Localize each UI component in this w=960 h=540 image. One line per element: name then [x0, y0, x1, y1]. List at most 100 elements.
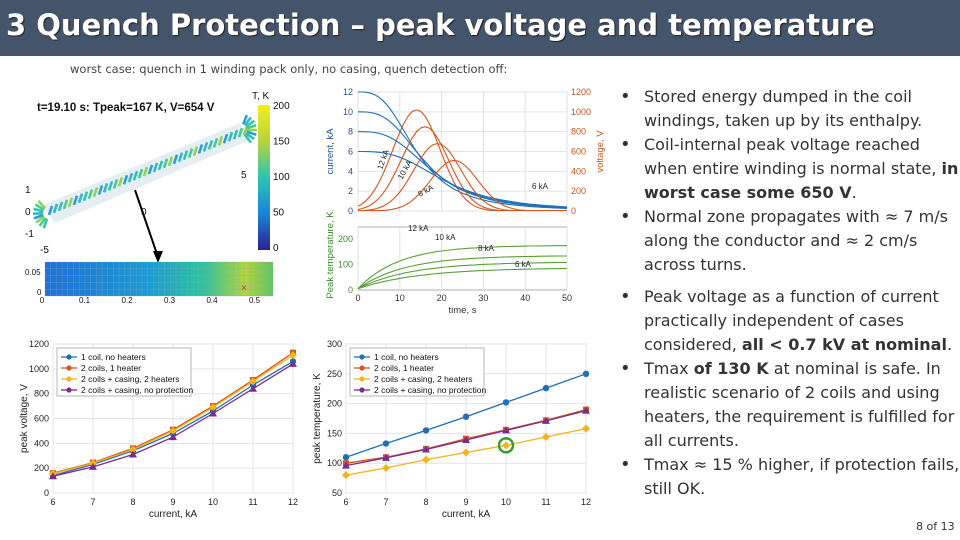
- coil-turn: [232, 129, 239, 140]
- coil-turn: [77, 193, 84, 204]
- coil-turn: [207, 139, 214, 150]
- voltage-tick: 400: [571, 166, 586, 176]
- colorbar-tick: 100: [273, 172, 290, 183]
- bullet-text: Stored energy dumped in the coil winding…: [644, 87, 923, 130]
- data-point: [502, 441, 510, 450]
- legend-marker: [66, 376, 72, 382]
- voltage-tick: 200: [571, 186, 586, 196]
- legend-marker: [359, 376, 365, 382]
- coil-end-turn: [42, 218, 49, 229]
- coil-turn: [242, 125, 249, 136]
- voltage-tick: 1000: [571, 107, 591, 117]
- y-tick: 150: [327, 428, 342, 438]
- bullet-text: Tmax ≈ 15 % higher, if protection fails,…: [644, 455, 960, 498]
- temperature-curve: [357, 245, 568, 290]
- colorbar-tick: 150: [273, 137, 290, 148]
- current-curve: [358, 91, 568, 209]
- x-tick: 11: [541, 497, 550, 507]
- data-point: [209, 409, 217, 417]
- x-tick: 9: [463, 497, 468, 507]
- peak-voltage-chart: 6 7 8 9 10 11 12 0 200 400 600 800 1000 1200 current, …: [19, 339, 298, 520]
- data-point: [342, 454, 350, 461]
- hotspot-marker: ×: [241, 283, 247, 294]
- voltage-axis-label: voltage, V: [595, 130, 606, 173]
- coil-turn: [72, 195, 79, 206]
- coil-x-tick: 5: [241, 170, 247, 181]
- voltage-tick: 1200: [571, 87, 591, 97]
- legend-entry: 2 coils + casing, 2 heaters: [374, 374, 473, 384]
- temp-tick: 0: [348, 285, 353, 295]
- strip-x-tick: 0: [40, 296, 45, 305]
- bullet-text: .: [851, 183, 857, 202]
- coil-turn: [87, 189, 94, 200]
- coil-turn: [127, 172, 134, 183]
- data-point: [542, 384, 550, 392]
- strip-x-tick: 0.5: [249, 296, 261, 305]
- data-point: [382, 463, 390, 472]
- temperature-curve: [357, 267, 568, 290]
- y-tick: 50: [332, 488, 342, 498]
- temp-tick: 100: [338, 260, 353, 270]
- data-point: [422, 455, 430, 464]
- temp-curve-label: 8 kA: [478, 244, 495, 253]
- data-point: [502, 399, 510, 406]
- data-point: [382, 440, 390, 447]
- temperature-curve: [357, 261, 567, 290]
- y-tick: 800: [34, 389, 49, 399]
- coil-turn: [222, 133, 229, 144]
- bullet-text-bold: in worst case some 650 V: [644, 159, 959, 202]
- coil-turn: [192, 146, 199, 156]
- coil-turn: [47, 205, 54, 216]
- coil-turn: [237, 127, 244, 138]
- coil-end-turn: [241, 114, 249, 125]
- time-tick: 10: [395, 293, 405, 303]
- bullet-text: Normal zone propagates with ≈ 7 m/s alon…: [644, 207, 948, 274]
- bullet-text-bold: of 130 K: [693, 359, 769, 378]
- x-tick: 8: [130, 497, 135, 507]
- bullet-text-bold: all < 0.7 kV at nominal: [741, 335, 947, 354]
- bullet-text: Coil-internal peak voltage reached when …: [644, 135, 942, 178]
- legend-entry: 2 coils + casing, no protection: [374, 385, 486, 395]
- coil-end-turn: [37, 200, 47, 210]
- coil-end-turn: [245, 119, 255, 128]
- coil-x-tick: -5: [40, 245, 49, 256]
- bullet-list: Stored energy dumped in the coil winding…: [620, 85, 960, 501]
- coil-y-tick: -1: [25, 229, 34, 240]
- bullet-text: Tmax: [644, 359, 694, 378]
- data-point: [502, 426, 510, 434]
- bullet-text: at nominal is safe. In realistic scenari…: [644, 359, 955, 450]
- coil-x-tick: 0: [141, 207, 147, 218]
- x-tick: 6: [50, 497, 55, 507]
- data-point: [582, 424, 590, 433]
- current-tick: 10: [343, 107, 353, 117]
- coil-end-turn: [246, 124, 257, 130]
- data-point: [462, 448, 470, 457]
- coil-turn: [152, 162, 159, 173]
- x-tick: 7: [383, 497, 388, 507]
- time-tick: 20: [437, 293, 447, 303]
- coil-end-turn: [34, 203, 45, 211]
- x-tick: 6: [343, 497, 348, 507]
- bullet-item: Tmax ≈ 15 % higher, if protection fails,…: [620, 453, 960, 501]
- current-curve-label: 6 kA: [532, 182, 549, 191]
- x-tick: 10: [208, 497, 218, 507]
- temp-curve-label: 12 kA: [408, 224, 429, 233]
- legend-marker: [66, 354, 72, 360]
- x-axis-label: current, kA: [149, 509, 198, 520]
- bullet-item: Coil-internal peak voltage reached when …: [620, 133, 960, 205]
- coil-turn: [82, 191, 89, 202]
- coil-turn: [62, 199, 69, 210]
- time-tick: 50: [562, 293, 572, 303]
- coil-turn: [117, 176, 124, 187]
- y-tick: 100: [327, 458, 342, 468]
- current-tick: 6: [348, 147, 353, 157]
- time-tick: 40: [520, 293, 530, 303]
- coil-end-turn: [38, 217, 47, 227]
- coil-turn: [167, 156, 174, 167]
- legend-marker: [66, 365, 72, 371]
- data-point: [542, 416, 550, 424]
- data-point: [289, 351, 297, 360]
- data-point: [169, 426, 177, 435]
- colorbar-tick: 0: [273, 243, 279, 254]
- title-bar: 3 Quench Protection – peak voltage and t…: [0, 0, 960, 56]
